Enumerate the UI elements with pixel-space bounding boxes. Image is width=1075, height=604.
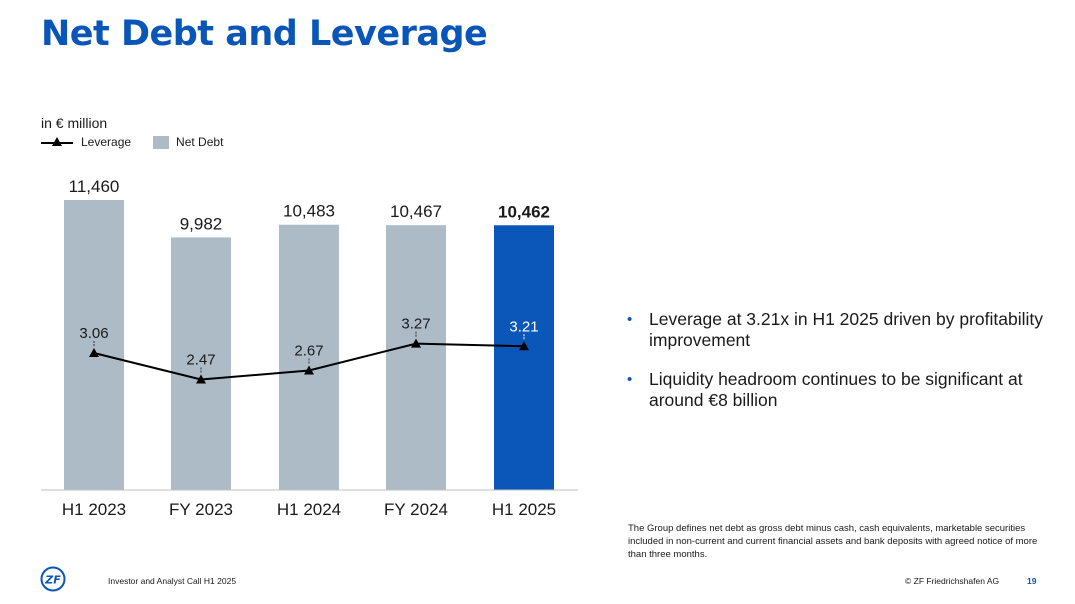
x-tick-label: H1 2025 — [492, 500, 556, 519]
leverage-marker — [196, 374, 206, 384]
bullet-text: Liquidity headroom continues to be signi… — [649, 369, 1023, 410]
leverage-line-icon — [41, 137, 73, 146]
bar — [494, 225, 554, 490]
bullet-text: Leverage at 3.21x in H1 2025 driven by p… — [649, 309, 1043, 350]
key-points: • Leverage at 3.21x in H1 2025 driven by… — [627, 309, 1047, 429]
leverage-marker — [519, 341, 529, 351]
x-tick-label: H1 2024 — [277, 500, 341, 519]
leverage-value-label: 3.27 — [401, 316, 430, 333]
legend-item-net-debt: Net Debt — [153, 135, 223, 149]
bullet-dot-icon: • — [627, 371, 633, 388]
legend-item-leverage: Leverage — [41, 135, 131, 149]
bar — [386, 225, 446, 490]
footer-copyright: © ZF Friedrichshafen AG — [905, 576, 1000, 586]
legend-label-leverage: Leverage — [81, 135, 132, 149]
page-number: 19 — [1027, 576, 1037, 586]
bar — [171, 237, 231, 490]
bar-value-label: 10,462 — [498, 202, 550, 221]
x-tick-label: FY 2024 — [384, 500, 448, 519]
leverage-marker — [89, 348, 99, 357]
leverage-value-label: 2.47 — [186, 351, 215, 368]
bullet-item: • Leverage at 3.21x in H1 2025 driven by… — [627, 309, 1047, 351]
legend-label-net-debt: Net Debt — [176, 135, 224, 149]
zf-logo-icon: ZF — [40, 566, 66, 592]
x-tick-label: H1 2023 — [62, 500, 126, 519]
net-debt-swatch — [153, 135, 170, 149]
bar-value-label: 10,467 — [390, 202, 442, 221]
leverage-value-label: 2.67 — [294, 343, 323, 360]
footnote: The Group defines net debt as gross debt… — [628, 523, 1038, 560]
footer-event: Investor and Analyst Call H1 2025 — [108, 576, 237, 586]
leverage-marker — [304, 365, 314, 375]
leverage-value-label: 3.06 — [79, 325, 108, 342]
bullet-dot-icon: • — [627, 311, 633, 328]
leverage-value-label: 3.21 — [509, 318, 538, 335]
bar-value-label: 10,483 — [283, 202, 335, 221]
leverage-marker — [411, 338, 421, 348]
bar — [279, 224, 339, 490]
bar-value-label: 11,460 — [69, 177, 120, 196]
bullet-item: • Liquidity headroom continues to be sig… — [627, 369, 1047, 411]
bar-value-label: 9,982 — [180, 214, 223, 233]
logo-text: ZF — [44, 574, 61, 587]
page-title: Net Debt and Leverage — [41, 14, 488, 54]
unit-label: in € million — [41, 115, 108, 131]
chart-legend: Leverage Net Debt — [41, 135, 245, 149]
x-tick-label: FY 2023 — [169, 500, 233, 519]
